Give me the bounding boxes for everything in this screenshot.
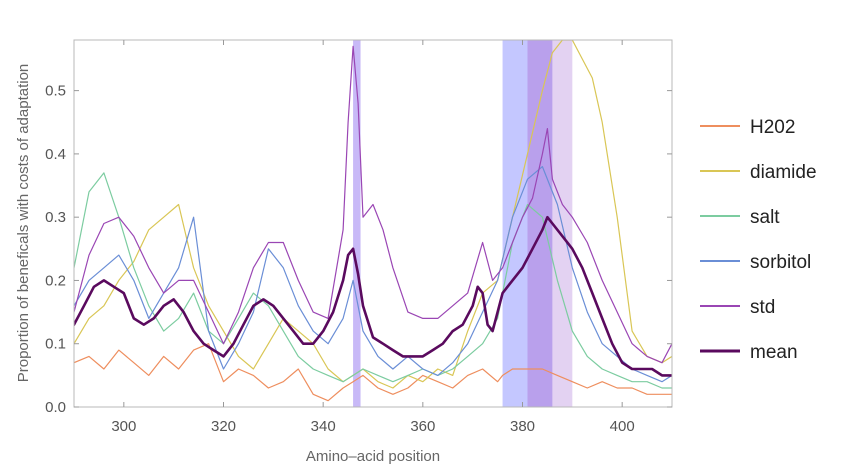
y-tick-label: 0.5 xyxy=(45,83,66,100)
series-line-mean xyxy=(74,215,672,377)
series-line-sorbitol xyxy=(74,166,672,383)
legend-label-h202: H202 xyxy=(750,117,795,138)
highlight-bands xyxy=(353,40,573,407)
series-line-std xyxy=(74,45,672,364)
x-tick-label: 300 xyxy=(111,418,136,435)
x-tick-label: 360 xyxy=(410,418,435,435)
legend-label-mean: mean xyxy=(750,342,798,363)
legend-label-diamide: diamide xyxy=(750,162,817,183)
y-tick-label: 0.3 xyxy=(45,209,66,226)
y-axis-ticks: 0.0 0.1 0.2 0.3 0.4 0.5 xyxy=(45,83,672,416)
x-tick-label: 320 xyxy=(211,418,236,435)
legend-label-sorbitol: sorbitol xyxy=(750,252,811,273)
highlight-band-0 xyxy=(353,40,361,407)
highlight-band-1 xyxy=(502,40,528,407)
series-line-salt xyxy=(74,172,672,389)
legend-label-salt: salt xyxy=(750,207,780,228)
x-tick-label: 340 xyxy=(311,418,336,435)
y-axis-label: Proportion of beneficals with costs of a… xyxy=(15,64,32,383)
y-tick-label: 0.0 xyxy=(45,399,66,416)
x-tick-label: 380 xyxy=(510,418,535,435)
y-tick-label: 0.1 xyxy=(45,336,66,353)
series-lines xyxy=(74,40,672,402)
highlight-band-2 xyxy=(527,40,553,407)
y-tick-label: 0.2 xyxy=(45,272,66,289)
plot-frame xyxy=(73,39,673,408)
legend: H202 diamide salt sorbitol std mean xyxy=(700,117,817,363)
x-tick-label: 400 xyxy=(610,418,635,435)
x-axis-label: Amino–acid position xyxy=(306,448,440,465)
x-axis-ticks: 300 320 340 360 380 400 xyxy=(111,40,635,435)
legend-label-std: std xyxy=(750,297,775,318)
y-tick-label: 0.4 xyxy=(45,146,66,163)
series-line-diamide xyxy=(74,40,672,389)
series-line-h202 xyxy=(74,343,672,402)
